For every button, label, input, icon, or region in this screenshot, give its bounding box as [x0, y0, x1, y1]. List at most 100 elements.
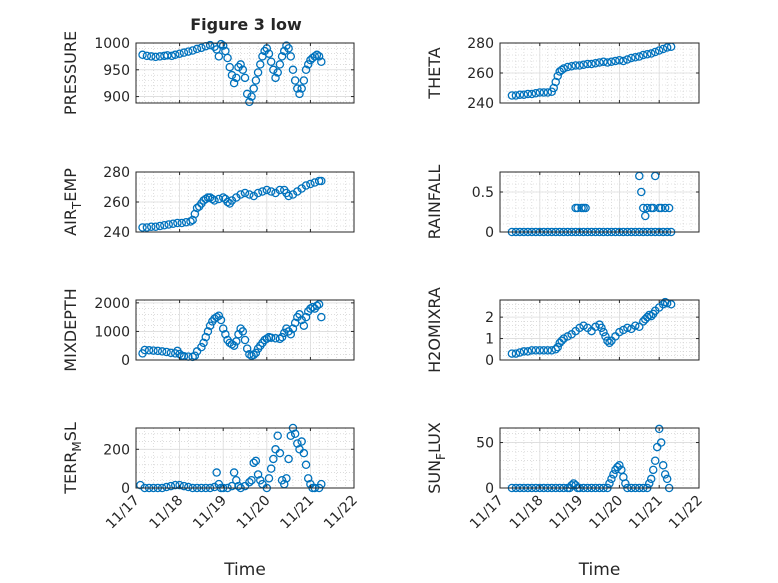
data-point — [658, 300, 668, 309]
data-point — [179, 481, 189, 491]
data-point — [662, 474, 672, 484]
y-tick-label: 260 — [467, 66, 494, 82]
data-point — [249, 458, 258, 468]
y-axis-label-subscript: T — [70, 201, 84, 210]
data-point — [205, 40, 215, 50]
y-tick-label: 0 — [485, 225, 494, 241]
data-point — [648, 203, 658, 213]
data-point — [149, 346, 158, 355]
y-tick-label: 0 — [485, 353, 494, 369]
data-point — [227, 340, 237, 349]
data-point — [507, 91, 517, 100]
data-point — [543, 346, 553, 355]
y-tick-label: 0.5 — [472, 185, 494, 201]
y-axis-label: THETA — [425, 47, 444, 99]
data-point — [229, 341, 239, 350]
data-point — [251, 76, 261, 85]
data-point — [166, 481, 176, 491]
data-point — [650, 47, 660, 57]
x-tick-label: 11/20 — [586, 493, 626, 533]
data-point — [615, 56, 624, 65]
x-tick-label: 11/21 — [626, 493, 666, 533]
data-point — [192, 203, 202, 213]
x-tick-label: 11/17 — [467, 493, 507, 533]
y-tick-label: 0 — [485, 481, 494, 497]
data-point — [260, 46, 269, 56]
data-point — [623, 55, 632, 64]
data-point — [192, 44, 202, 54]
data-point — [227, 481, 237, 491]
axes-box — [135, 42, 355, 104]
data-point — [664, 203, 674, 213]
data-point — [140, 345, 149, 355]
data-point — [535, 88, 545, 97]
data-point — [299, 76, 309, 85]
data-point — [275, 334, 285, 344]
data-point — [249, 84, 258, 93]
data-point — [623, 323, 632, 333]
y-axis-label: MIXDEPTH — [61, 288, 80, 371]
data-point — [646, 49, 656, 58]
data-point — [199, 338, 208, 348]
y-axis-label: RAINFALL — [425, 165, 444, 240]
y-tick-label: 0 — [121, 353, 130, 369]
data-point — [312, 301, 322, 310]
data-point — [208, 194, 217, 204]
data-point — [234, 62, 243, 72]
figure-title: Figure 3 low — [190, 15, 302, 34]
data-point — [601, 332, 610, 341]
data-point — [654, 46, 664, 55]
data-point — [293, 84, 302, 93]
data-point — [666, 300, 676, 309]
data-point — [282, 474, 291, 483]
data-point — [153, 346, 163, 356]
y-tick-label: 1 — [485, 332, 494, 348]
data-point — [234, 330, 243, 339]
y-axis-label: H2OMIXRA — [425, 287, 444, 373]
data-point — [142, 51, 152, 61]
data-point — [286, 330, 296, 339]
subplot-7: 0 200 11/17 11/18 11/19 11/20 11/21 11/22 TERRMS… — [61, 422, 361, 580]
y-tick-label: 900 — [103, 90, 130, 106]
data-point — [609, 470, 618, 479]
data-point — [635, 52, 644, 61]
y-axis-label: TERRMSL — [61, 422, 84, 495]
data-point — [553, 71, 562, 81]
data-point — [229, 468, 239, 477]
data-point — [571, 61, 580, 70]
data-point — [563, 62, 572, 72]
data-point — [214, 52, 224, 61]
data-point — [163, 51, 172, 60]
data-point — [266, 333, 276, 342]
data-point — [290, 76, 300, 85]
data-point — [631, 53, 640, 62]
data-point — [242, 344, 252, 353]
data-point — [216, 39, 226, 49]
data-point — [218, 193, 228, 202]
data-point — [527, 346, 537, 355]
data-point — [643, 50, 652, 59]
data-point — [645, 479, 654, 488]
data-point — [607, 474, 616, 484]
data-point — [266, 464, 276, 473]
data-point — [654, 424, 664, 434]
data-point — [232, 476, 241, 485]
data-point — [317, 312, 326, 322]
x-tick-label: 11/19 — [190, 493, 230, 533]
x-tick-label: 11/22 — [321, 493, 361, 533]
x-tick-label: 11/21 — [277, 493, 317, 533]
data-point — [184, 47, 193, 56]
data-point — [297, 437, 306, 446]
data-point — [197, 342, 206, 352]
data-point — [599, 327, 608, 337]
data-point — [658, 44, 668, 54]
y-axis-label-main: H2OMIXRA — [425, 287, 444, 373]
y-tick-label: 280 — [467, 36, 494, 52]
data-point — [138, 223, 147, 232]
subplot-1: 900 950 1000 PRESSURE — [61, 31, 355, 115]
data-point — [273, 68, 282, 77]
y-tick-label: 1000 — [94, 36, 130, 52]
data-point — [225, 62, 234, 72]
data-point — [275, 448, 285, 458]
